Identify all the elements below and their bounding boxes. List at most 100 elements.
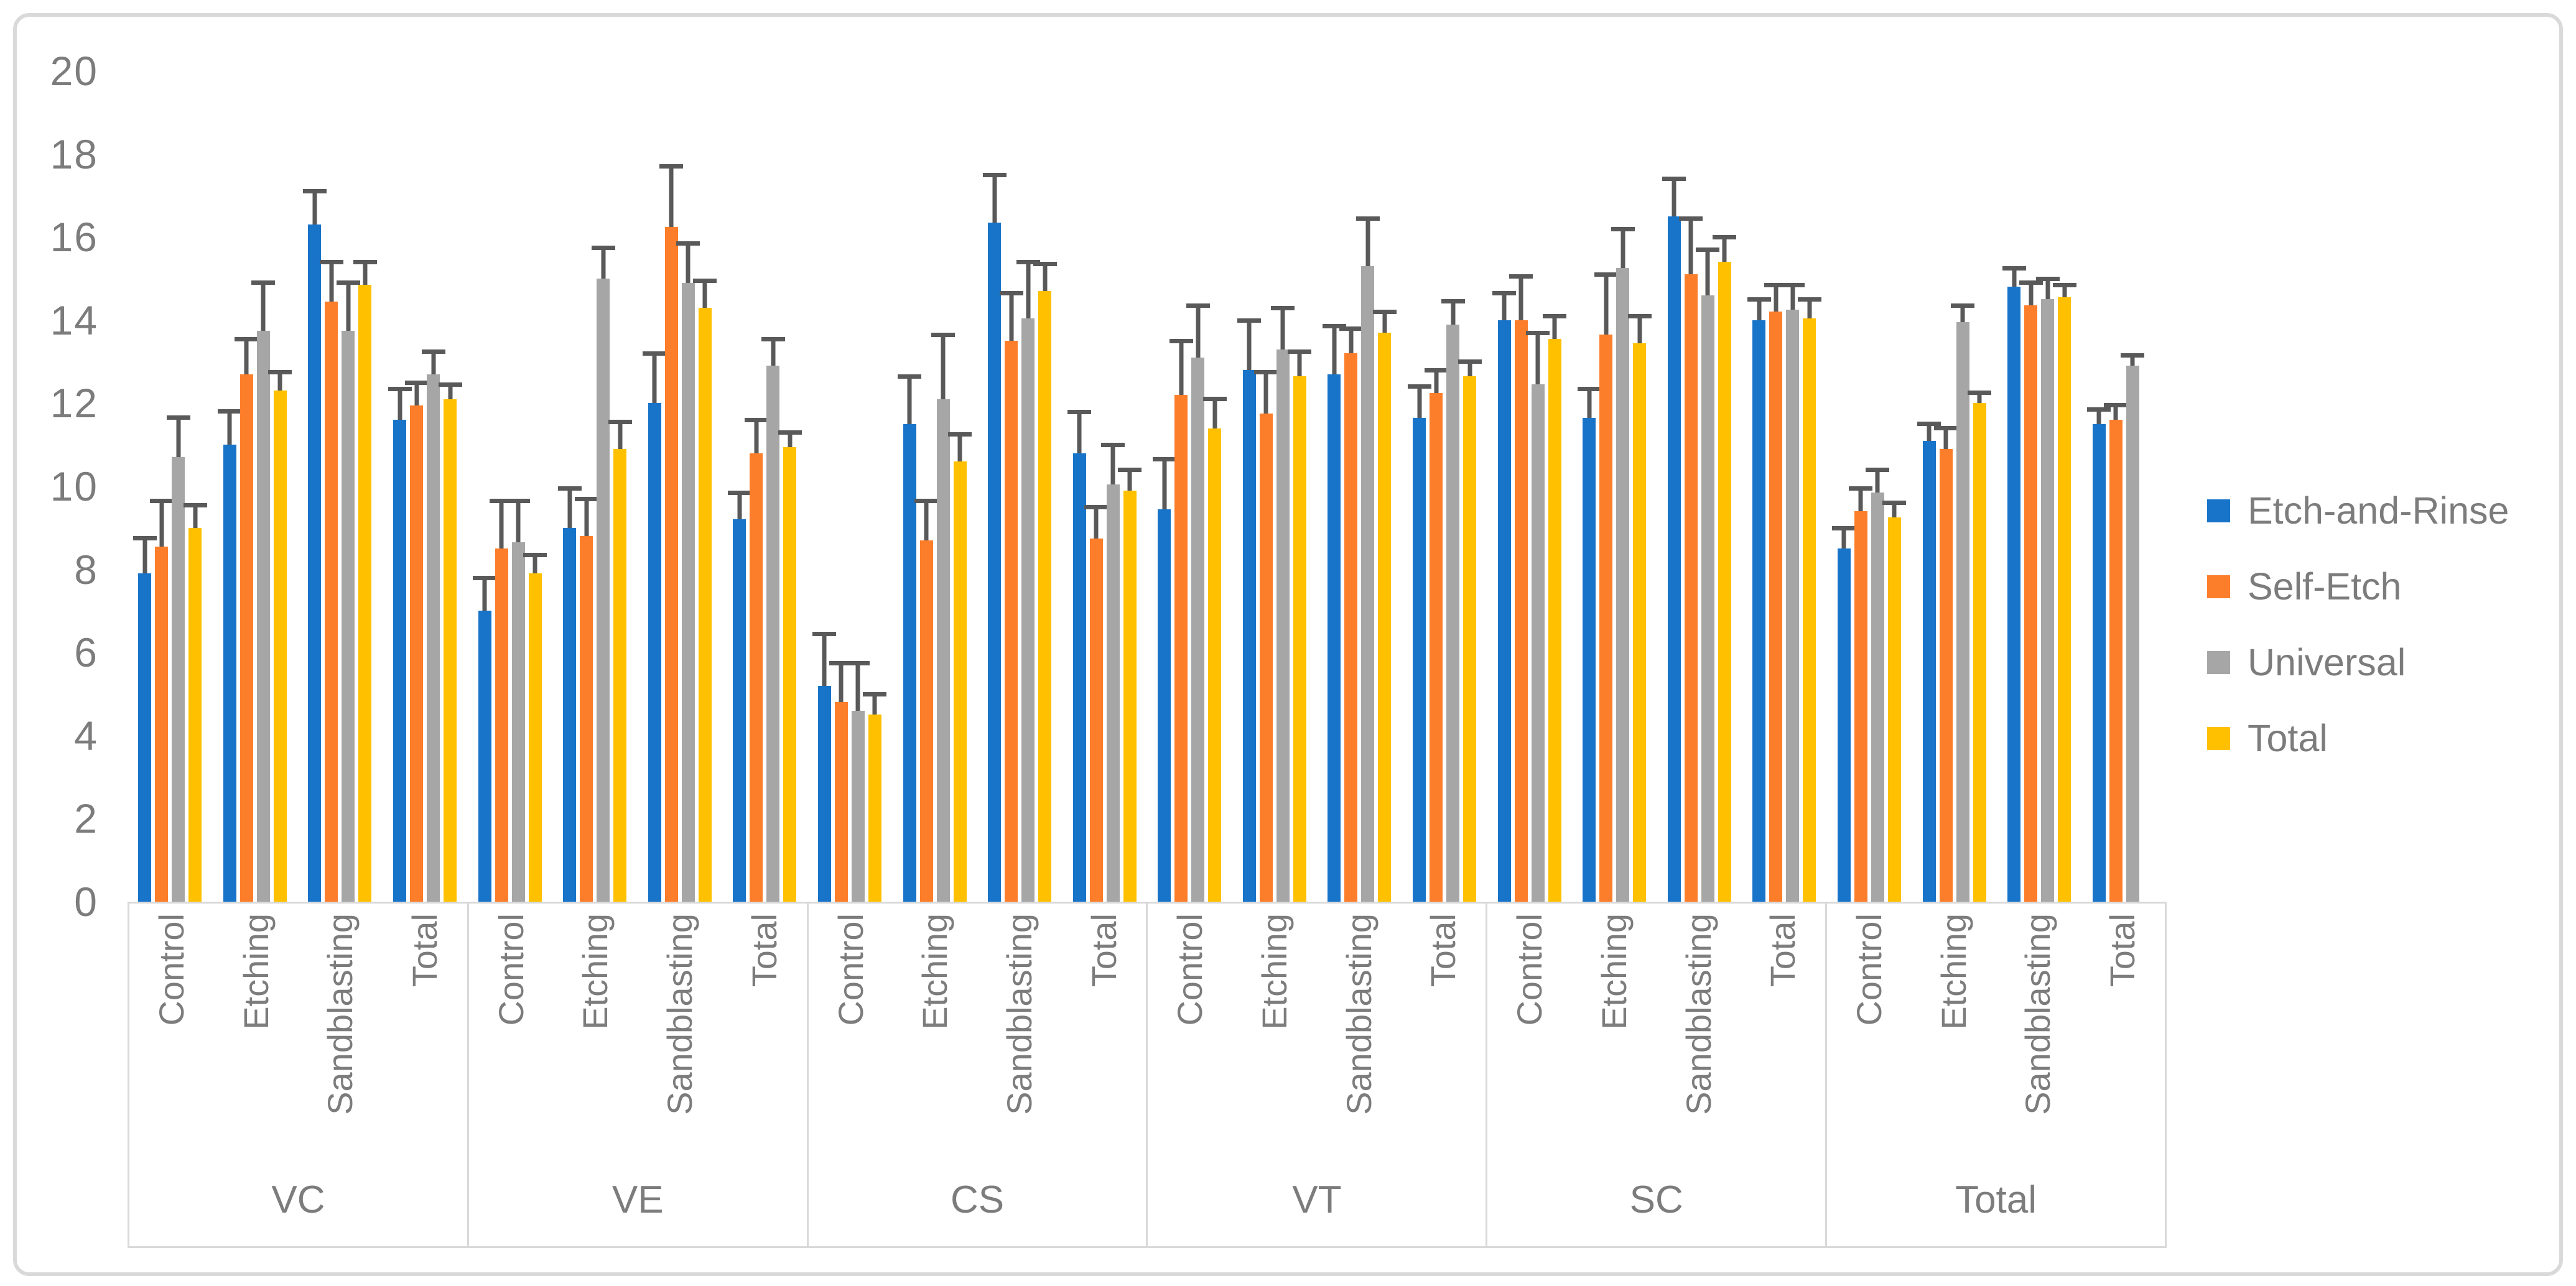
error-bar — [693, 279, 717, 308]
bar-self-etch — [495, 548, 508, 902]
error-bar — [166, 415, 190, 458]
bar-etch-and-rinse — [1328, 374, 1341, 902]
error-bar-cap — [1968, 391, 1991, 396]
error-bar — [591, 245, 615, 279]
legend-item: Self-Etch — [2207, 565, 2509, 608]
error-bar-line — [839, 660, 844, 703]
x-axis-category-cell: Total — [722, 904, 807, 1153]
bar-slot — [149, 71, 174, 902]
error-bar-cap — [1627, 313, 1652, 318]
error-bar — [1322, 324, 1346, 374]
error-bar-line — [907, 374, 912, 424]
error-bar — [2087, 407, 2111, 424]
error-bar-line — [567, 486, 572, 528]
bar-slot — [1543, 71, 1567, 902]
bar-cluster — [1912, 71, 1997, 902]
bar-slot — [473, 71, 497, 902]
error-bar-line — [1179, 338, 1184, 395]
bar-cluster — [128, 71, 213, 902]
bar-universal — [766, 366, 780, 902]
bar-slot — [812, 71, 837, 902]
x-axis-category-label: Total — [1084, 914, 1123, 988]
error-bar — [2104, 403, 2128, 420]
bar-slot — [1679, 71, 1703, 902]
bar-universal — [427, 374, 440, 902]
bar-self-etch — [1089, 538, 1103, 902]
bar-total — [1208, 428, 1222, 902]
bar-universal — [1191, 357, 1205, 902]
bar-slot — [1101, 71, 1125, 902]
error-bar-line — [1026, 260, 1031, 318]
error-bar — [948, 432, 972, 461]
x-axis-category-label: Control — [151, 914, 191, 1026]
bar-slot — [1152, 71, 1176, 902]
error-bar-line — [329, 259, 334, 302]
x-axis-group-label: Total — [1955, 1178, 2037, 1221]
error-bar-cap — [863, 692, 887, 696]
error-bar-cap — [268, 370, 292, 375]
error-bar-line — [482, 575, 487, 611]
x-axis-category-cell: Etching — [554, 904, 638, 1153]
error-bar — [1951, 303, 1974, 323]
bar-slot — [1780, 71, 1805, 902]
error-bar-cap — [676, 241, 700, 246]
legend-label: Total — [2248, 717, 2328, 759]
bar-cluster — [1317, 71, 1402, 902]
error-bar — [1492, 291, 1517, 320]
bar-slot — [523, 71, 547, 902]
error-bar-cap — [438, 382, 462, 387]
bar-cluster — [892, 71, 977, 902]
bar-slot — [1016, 71, 1040, 902]
error-bar — [1458, 359, 1482, 376]
error-bar-cap — [574, 496, 598, 501]
bar-slot — [931, 71, 956, 902]
error-bar-line — [1009, 291, 1014, 341]
bar-universal — [1106, 484, 1120, 902]
error-bar-cap — [1372, 310, 1397, 315]
error-bar-line — [1297, 349, 1302, 376]
error-bar-cap — [999, 291, 1023, 296]
error-bar — [1254, 370, 1278, 414]
error-bar — [149, 499, 174, 547]
x-axis-category-cell: Etching — [893, 904, 977, 1153]
error-bar-cap — [693, 279, 717, 284]
bar-self-etch — [2024, 305, 2038, 902]
error-bar-cap — [319, 259, 343, 264]
bar-cluster — [722, 71, 807, 902]
error-bar — [1968, 391, 1991, 404]
bar-slot — [235, 71, 259, 902]
y-axis-tick-label: 10 — [50, 463, 98, 509]
error-bar-cap — [1679, 216, 1703, 221]
bar-universal — [2041, 299, 2055, 902]
y-axis-tick-label: 18 — [50, 131, 98, 177]
error-bar-line — [872, 692, 877, 715]
error-bar-line — [346, 280, 351, 331]
bar-slot — [1322, 71, 1346, 902]
bar-etch-and-rinse — [1583, 417, 1596, 902]
x-axis: Control Etching Sandblasting Total VC Control… — [128, 902, 2167, 1248]
bar-slot — [2035, 71, 2060, 902]
error-bar-line — [159, 499, 164, 547]
error-bar-cap — [473, 575, 497, 580]
bar-cluster — [213, 71, 298, 902]
error-bar — [1237, 318, 1262, 370]
error-bar — [183, 502, 207, 528]
bar-total — [1803, 318, 1816, 902]
bar-total — [1633, 343, 1647, 902]
bar-self-etch — [1599, 335, 1613, 902]
error-bar — [1186, 303, 1210, 358]
bar-self-etch — [1430, 392, 1443, 902]
x-axis-category-cell: Sandblasting — [298, 904, 383, 1153]
error-bar-line — [1467, 359, 1472, 376]
bar-total — [1463, 376, 1476, 902]
bar-etch-and-rinse — [1667, 216, 1681, 902]
error-bar — [574, 496, 598, 537]
error-bar — [1101, 442, 1125, 484]
bar-universal — [1701, 295, 1714, 902]
error-bar-cap — [1747, 297, 1771, 302]
error-bar-line — [1332, 324, 1337, 374]
bar-slot — [2104, 71, 2128, 902]
error-bar — [1696, 247, 1720, 295]
error-bar-cap — [914, 499, 939, 504]
bar-etch-and-rinse — [308, 224, 322, 902]
